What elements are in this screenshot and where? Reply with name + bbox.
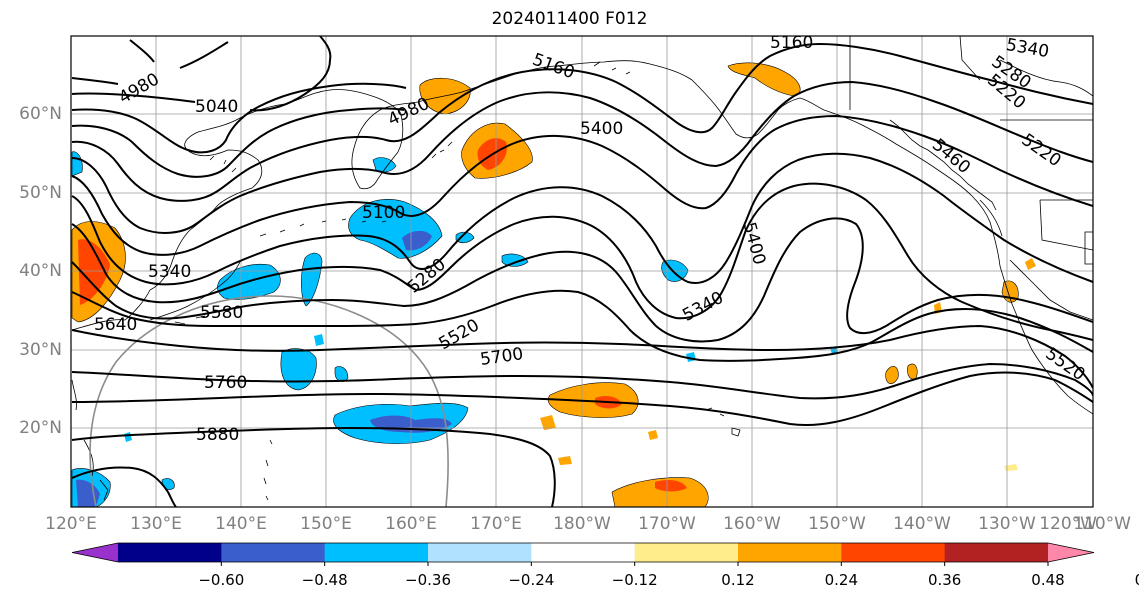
lon-label: 180°W (553, 514, 611, 534)
contour-label: 5880 (196, 425, 239, 445)
colorbar-segment (944, 543, 1049, 562)
lon-label: 120°E (45, 514, 97, 534)
colorbar-tick-label: 0.12 (721, 571, 755, 589)
height-contours (71, 36, 1093, 507)
lon-label: 170°E (470, 514, 522, 534)
colorbar-tick-label: 0.36 (927, 571, 962, 589)
contour-label: 5640 (94, 315, 137, 335)
contour-label: 5160 (770, 33, 813, 53)
lat-label: 30°N (19, 340, 62, 360)
colorbar-tick-label: −0.12 (611, 571, 658, 589)
lon-label: 110°W (1073, 514, 1131, 534)
colorbar-segment (428, 543, 532, 562)
contour-label: 5100 (362, 203, 405, 223)
contour-label: 5760 (204, 373, 247, 393)
colorbar-segment (738, 543, 842, 562)
colorbar-tick-label: −0.48 (301, 571, 348, 589)
lon-label: 120°W (1039, 514, 1097, 534)
contour-label: 5400 (580, 119, 623, 139)
plot-frame (70, 35, 1094, 508)
colorbar-tick-label: −0.60 (198, 571, 245, 589)
lon-label: 170°W (638, 514, 696, 534)
colorbar-outline (71, 542, 1095, 563)
lon-label: 160°E (385, 514, 437, 534)
colorbar-tick-label: 0.48 (1031, 571, 1065, 589)
lat-label: 20°N (19, 418, 62, 438)
contour-label: 5340 (148, 262, 191, 282)
colorbar (71, 542, 1095, 566)
contour-label: 5580 (200, 303, 243, 323)
colorbar-segment (531, 543, 636, 562)
colorbar-segment (841, 543, 946, 562)
contour-label: 5040 (195, 97, 238, 117)
colorbar-tick-label: 0.24 (824, 571, 859, 589)
coastlines (71, 36, 1093, 501)
lon-label: 130°E (130, 514, 182, 534)
colorbar-tick-label: −0.36 (405, 571, 451, 589)
lat-label: 60°N (19, 104, 62, 124)
lat-label: 40°N (19, 261, 62, 281)
lon-label: 150°W (808, 514, 866, 534)
lon-label: 140°E (215, 514, 267, 534)
colorbar-segment (324, 543, 429, 562)
colorbar-tick-label: −0.24 (508, 571, 555, 589)
lat-label: 50°N (19, 183, 62, 203)
colorbar-extend-max (1048, 543, 1094, 562)
map-title: 2024011400 F012 (491, 9, 648, 29)
colorbar-segment (634, 543, 739, 562)
colorbar-tick-label: 0.60 (1121, 571, 1139, 589)
colorbar-segment (221, 543, 326, 562)
colorbar-extend-min (72, 543, 118, 562)
lon-label: 150°E (300, 514, 352, 534)
lon-label: 160°W (723, 514, 781, 534)
great-circle-arc (89, 295, 449, 507)
lon-label: 140°W (893, 514, 951, 534)
lon-label: 130°W (978, 514, 1036, 534)
colorbar-segment (118, 543, 222, 562)
